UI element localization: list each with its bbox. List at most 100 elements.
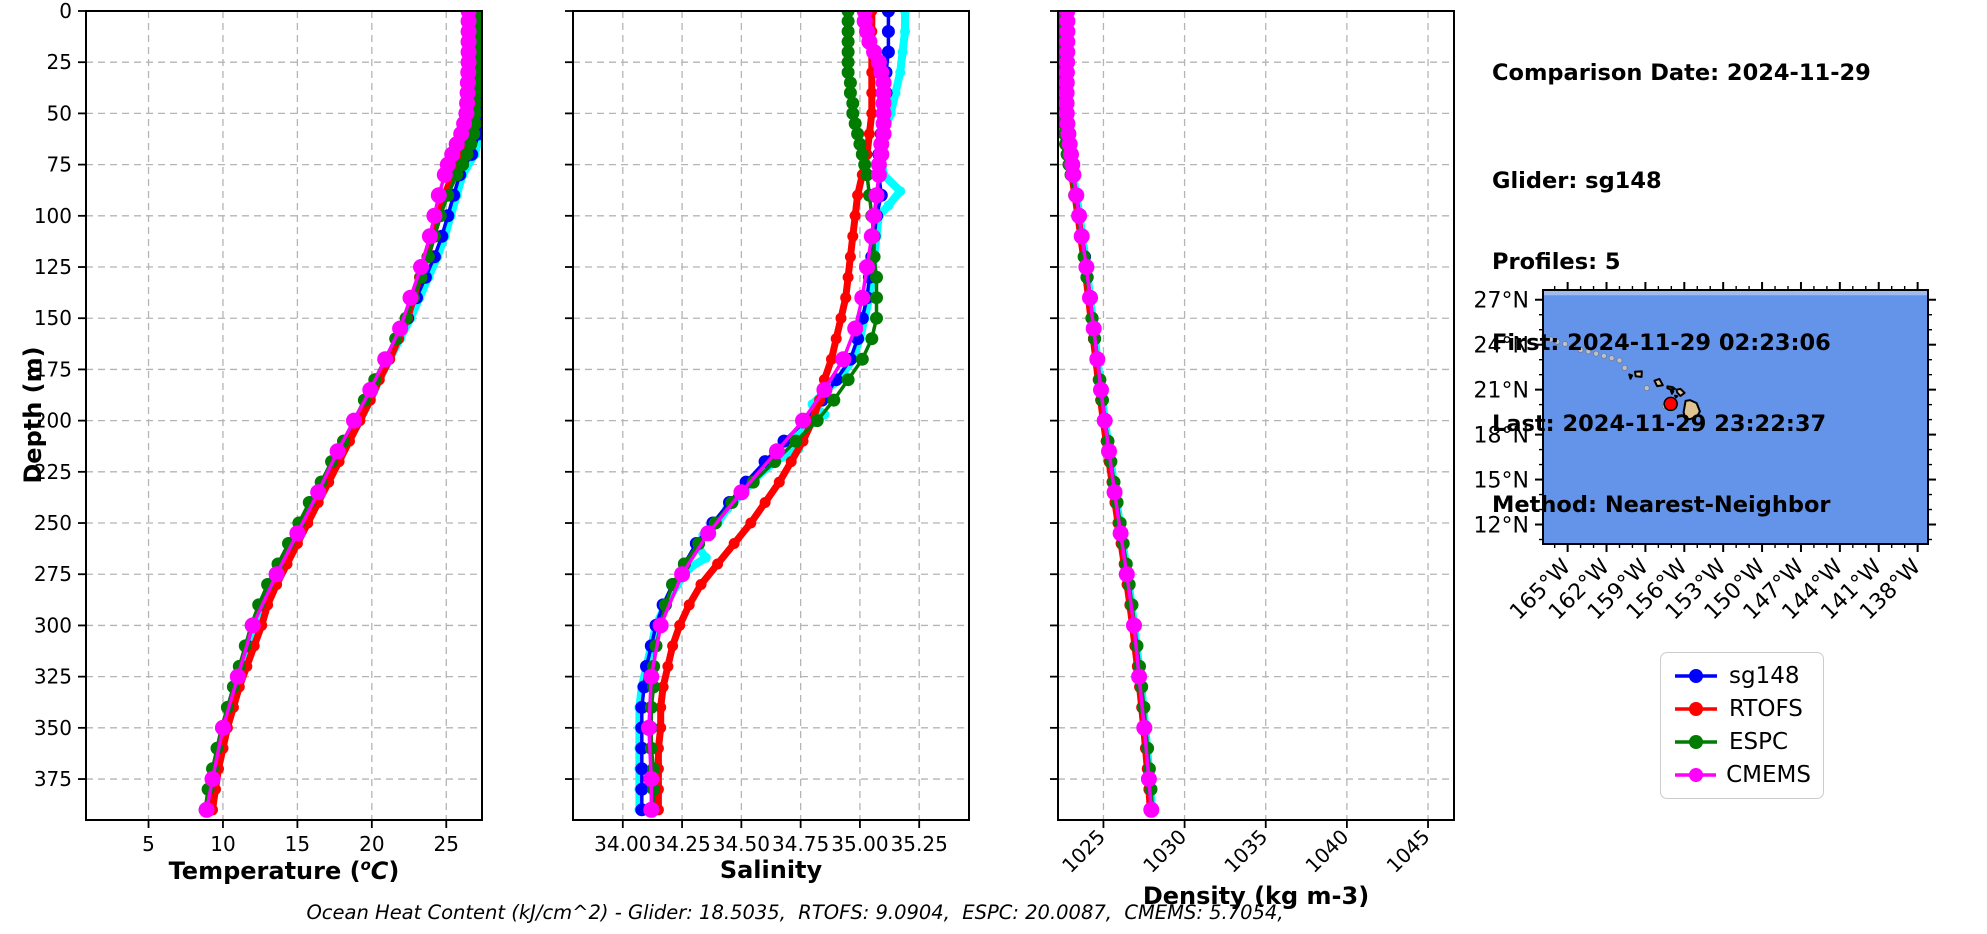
temperature-axis-title: Temperature (oC) — [86, 856, 482, 885]
salinity-xtick-label: 34.75 — [772, 832, 829, 856]
density-xtick-label: 1025 — [1057, 825, 1110, 878]
series-CMEMS-density — [1058, 11, 1160, 818]
legend-item-espc: ESPC — [1673, 729, 1811, 755]
map-shoal-speck — [1547, 336, 1554, 343]
map-shoal-speck — [1577, 346, 1584, 353]
density-spines — [1057, 10, 1455, 821]
map-lat-label: 21°N — [1474, 379, 1529, 404]
map-island — [1653, 377, 1664, 388]
map-shoal-speck — [1621, 364, 1628, 371]
depth-tick-label: 125 — [34, 255, 72, 279]
map-island — [1674, 394, 1679, 399]
depth-axis-title: Depth (m) — [19, 346, 47, 484]
map-lat-label: 27°N — [1474, 289, 1529, 314]
series-CMEMS-salinity — [640, 11, 892, 818]
temperature-panel: 5 10 15 20 250255075100125150175200225250275… — [34, 0, 483, 856]
series-sg148-temperature — [203, 11, 482, 817]
series-RTOFS-temperature — [207, 11, 478, 816]
depth-tick-label: 0 — [59, 0, 72, 23]
temperature-series — [198, 11, 482, 818]
temperature-xtick-label: 25 — [434, 832, 459, 856]
legend-label: sg148 — [1729, 663, 1800, 689]
series-CMEMS-temperature — [198, 11, 477, 818]
depth-tick-label: 350 — [34, 716, 72, 740]
density-xtick-label: 1035 — [1219, 825, 1272, 878]
glider-name-text: Glider: sg148 — [1492, 168, 1662, 194]
last-time-text: Last: 2024-11-29 23:22:37 — [1492, 411, 1827, 437]
salinity-xtick-label: 34.50 — [713, 832, 770, 856]
map-island — [1675, 387, 1686, 397]
map-shoal-speck — [1608, 355, 1615, 362]
depth-tick-label: 175 — [34, 357, 72, 381]
depth-tick-label: 375 — [34, 767, 72, 791]
map-lat-label: 18°N — [1474, 424, 1529, 449]
series-ESPC-temperature — [198, 11, 482, 817]
map-lat-label: 12°N — [1474, 514, 1529, 539]
legend-label: CMEMS — [1726, 762, 1811, 788]
profiles-count-text: Profiles: 5 — [1492, 249, 1621, 275]
legend-label: RTOFS — [1729, 696, 1803, 722]
salinity-xtick-label: 34.25 — [653, 832, 710, 856]
degree-superscript: o — [360, 856, 371, 874]
depth-tick-label: 200 — [34, 409, 72, 433]
map-island — [1666, 385, 1676, 391]
legend-line-icon — [1675, 735, 1717, 749]
ocean-heat-content-caption: Ocean Heat Content (kJ/cm^2) - Glider: 1… — [306, 901, 1284, 924]
salinity-axis-title: Salinity — [719, 856, 823, 884]
map-island — [1628, 373, 1634, 380]
temperature-xtick-label: 5 — [142, 832, 155, 856]
salinity-panel: 34.00 34.25 34.50 34.75 35.00 35.25 — [565, 10, 970, 856]
depth-tick-label: 225 — [34, 460, 72, 484]
first-time-text: First: 2024-11-29 02:23:06 — [1492, 330, 1831, 356]
map-shoal-speck — [1593, 350, 1600, 357]
density-panel: 1025 1030 1035 1040 1045 — [1050, 10, 1455, 878]
salinity-xtick-label: 34.00 — [594, 832, 651, 856]
legend-item-rtofs: RTOFS — [1673, 696, 1811, 722]
map-shoal-speck — [1562, 340, 1568, 347]
temperature-xtick-label: 15 — [285, 832, 310, 856]
temperature-gridlines — [86, 10, 482, 820]
salinity-series — [634, 11, 910, 818]
salinity-gridlines — [573, 10, 969, 820]
legend-line-icon — [1675, 702, 1717, 716]
map-shoal-speck — [1643, 385, 1650, 392]
map-shoal-speck — [1569, 343, 1576, 350]
depth-tick-label: 150 — [34, 306, 72, 330]
map-shoal-speck — [1585, 348, 1592, 355]
info-block: Comparison Date: 2024-11-29 Glider: sg14… — [1492, 6, 1871, 573]
depth-tick-label: 250 — [34, 511, 72, 535]
depth-tick-label: 300 — [34, 613, 72, 637]
glider-location-marker — [1663, 396, 1678, 412]
map-shoal-speck — [1600, 352, 1607, 359]
density-xtick-label: 1045 — [1382, 825, 1435, 878]
legend-line-icon — [1675, 669, 1717, 683]
map-shoal-speck — [1554, 338, 1561, 345]
density-xtick-label: 1030 — [1138, 825, 1191, 878]
temperature-xtick-label: 20 — [359, 832, 384, 856]
map-island — [1682, 399, 1701, 421]
salinity-xtick-label: 35.00 — [831, 832, 888, 856]
density-series — [1058, 11, 1160, 818]
series-raw-temperature — [206, 11, 482, 815]
method-text: Method: Nearest-Neighbor — [1492, 492, 1831, 518]
depth-tick-label: 100 — [34, 204, 72, 228]
series-ESPC-salinity — [644, 11, 883, 817]
comparison-date-text: Comparison Date: 2024-11-29 — [1492, 60, 1871, 86]
density-xtick-label: 1040 — [1300, 825, 1353, 878]
legend-item-sg148: sg148 — [1673, 663, 1811, 689]
depth-tick-label: 325 — [34, 665, 72, 689]
map-ocean-light-strip — [1543, 290, 1928, 296]
legend-item-cmems: CMEMS — [1673, 762, 1811, 788]
map-island — [1634, 370, 1643, 378]
legend-label: ESPC — [1729, 729, 1789, 755]
legend: sg148 RTOFS ESPC CMEMS — [1660, 652, 1824, 799]
density-axis-title: Density (kg m-3) — [1142, 882, 1370, 910]
temperature-axis-title-close: ) — [388, 857, 400, 885]
temperature-axis-title-text: Temperature ( — [168, 857, 361, 885]
map-lat-label: 15°N — [1474, 469, 1529, 494]
depth-tick-label: 50 — [47, 101, 72, 125]
density-gridlines — [1058, 10, 1454, 820]
series-RTOFS-salinity — [652, 11, 878, 816]
